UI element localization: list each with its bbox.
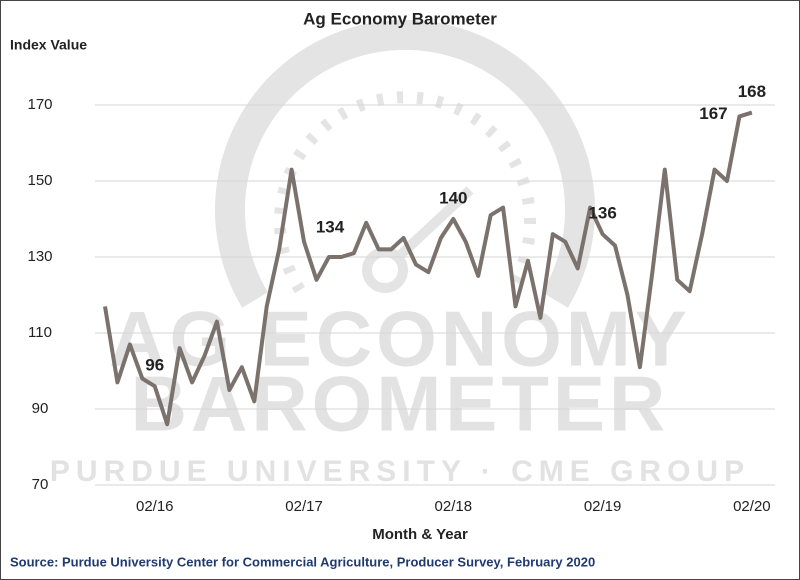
watermark-text: AG ECONOMY xyxy=(109,295,691,383)
x-tick-label: 02/17 xyxy=(285,498,323,515)
y-axis-label: Index Value xyxy=(10,37,87,53)
x-tick-label: 02/18 xyxy=(435,498,473,515)
y-tick-label: 170 xyxy=(27,96,52,113)
x-tick-label: 02/16 xyxy=(136,498,174,515)
data-label: 96 xyxy=(145,356,164,375)
chart-title: Ag Economy Barometer xyxy=(303,9,497,28)
watermark-gauge xyxy=(215,19,595,308)
data-label: 136 xyxy=(588,204,616,223)
y-tick-label: 110 xyxy=(28,324,52,341)
x-tick-label: 02/19 xyxy=(584,498,622,515)
y-tick-label: 150 xyxy=(27,172,52,189)
watermark-text: BAROMETER xyxy=(131,360,670,448)
y-tick-label: 70 xyxy=(32,476,49,493)
x-axis-label: Month & Year xyxy=(372,526,468,543)
data-label: 168 xyxy=(738,82,766,101)
data-label: 140 xyxy=(439,188,467,207)
data-label: 134 xyxy=(316,217,345,236)
data-label: 167 xyxy=(699,104,727,123)
watermark-text: PURDUE UNIVERSITY · CME GROUP xyxy=(50,455,750,488)
y-tick-label: 130 xyxy=(27,248,52,265)
x-tick-label: 02/20 xyxy=(733,498,771,515)
data-line xyxy=(103,110,753,427)
source-note: Source: Purdue University Center for Com… xyxy=(10,554,595,569)
y-tick-label: 90 xyxy=(32,400,49,417)
